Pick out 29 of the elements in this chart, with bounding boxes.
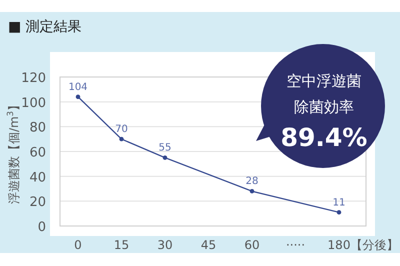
data-label: 28	[246, 176, 258, 188]
annotation: 89.4%	[280, 123, 368, 152]
point	[76, 94, 80, 100]
x-tick-label: ·····	[286, 238, 306, 252]
point	[250, 189, 254, 194]
point	[162, 156, 168, 160]
x-tick-label: 45	[200, 238, 216, 252]
y-tick-label: 0	[38, 220, 46, 235]
data-label: 11	[332, 197, 346, 208]
y-tick-label: 40	[29, 170, 46, 186]
x-tick-label: 0	[74, 238, 82, 252]
point	[336, 210, 342, 215]
x-tick-label: 15	[114, 238, 130, 252]
data-label: 70	[115, 124, 128, 136]
x-axis-title: 【分後】	[350, 238, 398, 252]
x-tick-label: 180	[328, 238, 350, 252]
y-tick-label: 60	[29, 146, 46, 160]
x-tick-label: 60	[244, 238, 260, 252]
y-tick-label: 20	[29, 195, 46, 210]
y-tick-label: 120	[21, 71, 46, 86]
data-label: 104	[68, 82, 88, 93]
annotation: 除菌効率	[294, 98, 354, 116]
data-label: 55	[158, 142, 172, 154]
y-tick-label: 100	[21, 96, 46, 111]
x-tick-label: 30	[157, 238, 173, 252]
annotation: 空中浮遊菌	[286, 72, 362, 90]
chart-title: ■ 測定結果	[8, 19, 82, 35]
y-tick-label: 80	[29, 120, 46, 136]
point	[119, 136, 124, 142]
